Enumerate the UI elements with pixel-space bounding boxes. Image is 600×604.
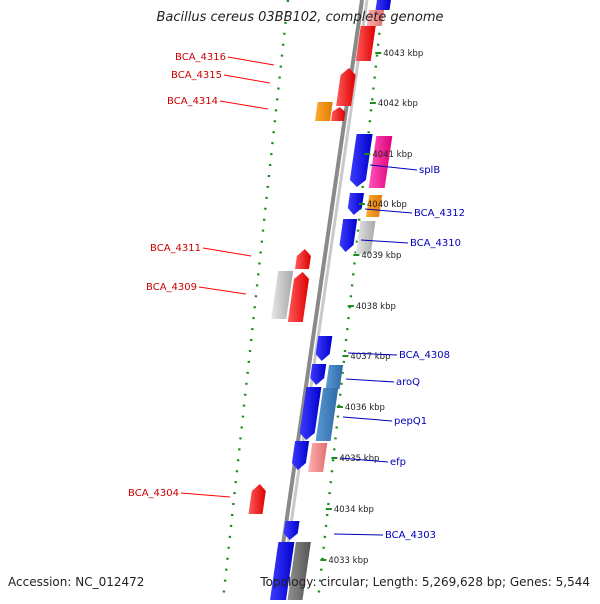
- kbp-tick-label: 4037 kbp: [350, 352, 390, 362]
- gene-gray-4309: [271, 271, 294, 319]
- kbp-tick-label: 4041 kbp: [372, 150, 412, 160]
- right-label-leader: [345, 378, 395, 383]
- left-gene-label: BCA_4311: [150, 243, 201, 254]
- left-label-leader: [202, 247, 252, 257]
- gene-blue-4310: [339, 219, 358, 252]
- gene-blue-4308: [315, 336, 333, 361]
- right-label-leader: [347, 352, 398, 356]
- kbp-tick-label: 4043 kbp: [383, 49, 423, 59]
- left-gene-label: BCA_4309: [146, 282, 197, 293]
- gene-red-4315: [336, 68, 356, 106]
- gene-blue-pepQ1: [299, 387, 322, 440]
- gene-steel-pepQ1: [315, 388, 339, 441]
- gene-red-4314b: [331, 107, 346, 121]
- right-gene-label: splB: [419, 165, 440, 176]
- gene-gray-4310: [355, 221, 376, 254]
- right-label-leader: [333, 533, 384, 536]
- gene-blue-top: [375, 0, 391, 10]
- backbone-shadow: [278, 0, 369, 601]
- right-gene-label: BCA_4312: [414, 208, 465, 219]
- left-label-leader: [223, 74, 271, 84]
- genome-title: Bacillus cereus 03BB102, complete genome: [156, 10, 444, 25]
- kbp-tick-label: 4034 kbp: [334, 505, 374, 515]
- right-label-leader: [364, 208, 413, 214]
- gene-top-pink: [366, 10, 385, 26]
- gene-orange-4314: [315, 102, 333, 121]
- kbp-tick-label: 4042 kbp: [378, 99, 418, 109]
- gene-magenta-splB: [368, 136, 393, 188]
- right-label-leader: [360, 239, 409, 244]
- topology-text: Topology: circular; Length: 5,269,628 bp…: [260, 575, 590, 589]
- right-gene-label: BCA_4303: [385, 530, 436, 541]
- right-label-leader: [339, 457, 389, 463]
- gene-red-4304: [248, 484, 266, 514]
- gene-blue-efp: [291, 441, 310, 470]
- right-gene-label: aroQ: [396, 377, 420, 388]
- left-gene-label: BCA_4315: [171, 70, 222, 81]
- kbp-tick-label: 4040 kbp: [367, 200, 407, 210]
- gene-red-4311: [295, 249, 311, 269]
- kbp-tick-label: 4036 kbp: [345, 403, 385, 413]
- gene-blue-aroQ: [310, 364, 327, 385]
- gene-blue-splB: [349, 134, 373, 187]
- left-label-leader: [227, 56, 275, 66]
- kbp-tick-label: 4033 kbp: [328, 556, 368, 566]
- gene-red-4316: [355, 26, 376, 61]
- left-gene-label: BCA_4314: [167, 96, 218, 107]
- right-gene-label: efp: [390, 457, 406, 468]
- accession-text: Accession: NC_012472: [8, 575, 145, 589]
- gene-blue-4312: [347, 193, 364, 215]
- kbp-tick-label: 4035 kbp: [339, 454, 379, 464]
- gene-orange-4312: [366, 195, 383, 217]
- kbp-tick-label: 4038 kbp: [356, 302, 396, 312]
- left-label-leader: [180, 492, 231, 498]
- right-label-leader: [342, 416, 393, 422]
- gene-blue-4303b: [270, 542, 295, 600]
- right-label-leader: [369, 164, 418, 171]
- gene-dark-4303: [287, 542, 311, 600]
- gene-blue-4303a: [283, 521, 300, 540]
- left-gene-label: BCA_4316: [175, 52, 226, 63]
- right-dotted-ring: [316, 0, 385, 601]
- gene-red-4309: [287, 272, 309, 322]
- gene-pink-efp: [308, 443, 328, 472]
- right-gene-label: pepQ1: [394, 416, 427, 427]
- left-label-leader: [198, 286, 247, 295]
- right-gene-label: BCA_4310: [410, 238, 461, 249]
- left-gene-label: BCA_4304: [128, 488, 179, 499]
- gene-steel-aroQ: [325, 365, 344, 389]
- left-label-leader: [219, 100, 269, 110]
- left-dotted-ring: [221, 0, 290, 601]
- right-gene-label: BCA_4308: [399, 350, 450, 361]
- kbp-tick-label: 4039 kbp: [361, 251, 401, 261]
